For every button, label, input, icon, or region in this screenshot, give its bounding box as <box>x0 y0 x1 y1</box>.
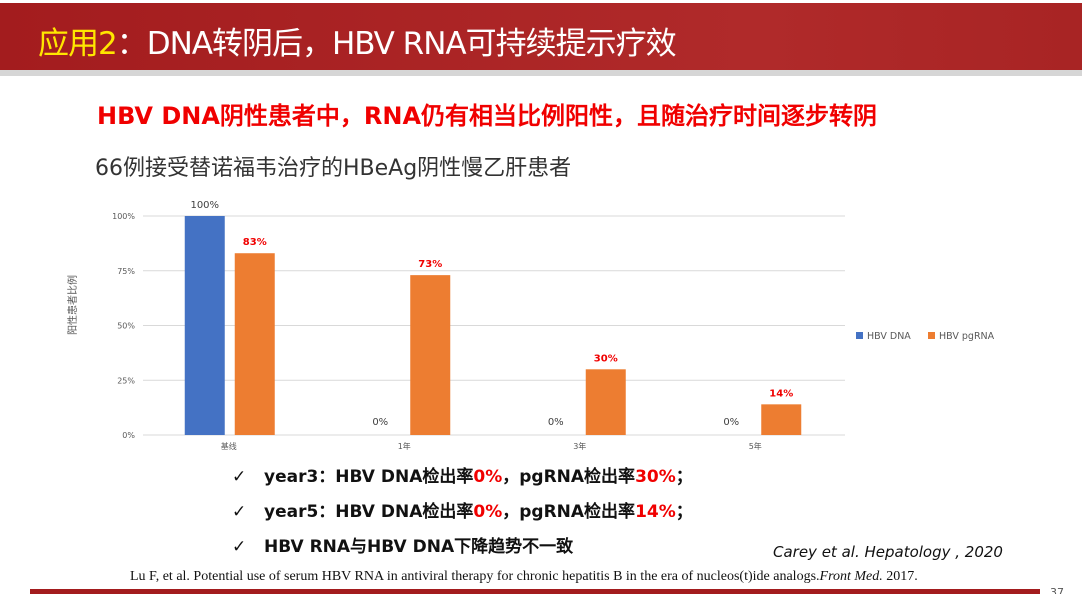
y-tick-label: 0% <box>122 431 135 440</box>
legend-label: HBV pgRNA <box>939 331 995 342</box>
bar-hbv-pgrna <box>410 275 451 435</box>
legend-swatch <box>856 332 863 339</box>
bullet-value: 0% <box>473 502 503 522</box>
y-tick-label: 50% <box>117 322 135 331</box>
subtitle: 66例接受替诺福韦治疗的HBeAg阴性慢乙肝患者 <box>95 156 572 181</box>
bullet-text: ； <box>675 467 693 487</box>
reference: Lu F, et al. Potential use of serum HBV … <box>130 569 918 585</box>
data-label: 30% <box>594 353 618 364</box>
bar-chart: 0% 25% 50% 75% 100% 基线 100% 83% 1年 0% 73% 3年 0% 30% 5年… <box>66 200 995 451</box>
bullet-item: ✓ HBV RNA与HBV DNA下降趋势不一致 <box>232 532 693 567</box>
bar-hbv-pgrna <box>585 369 626 435</box>
bullet-value: 14% <box>635 502 676 522</box>
page-number: 37 <box>1050 586 1064 594</box>
data-label: 73% <box>418 259 442 270</box>
citation: Carey et al. Hepatology , 2020 <box>773 543 1003 561</box>
title-text: ：DNA转阴后，HBV RNA可持续提示疗效 <box>116 26 677 62</box>
data-label: 100% <box>190 200 219 211</box>
bullet-value: 0% <box>473 467 503 487</box>
data-label: 14% <box>769 388 793 399</box>
bullet-text: year3：HBV DNA检出率 <box>264 467 474 487</box>
headline: HBV DNA阴性患者中，RNA仍有相当比例阳性，且随治疗时间逐步转阴 <box>97 102 878 130</box>
bullet-text: ，pgRNA检出率 <box>502 467 636 487</box>
legend-label: HBV DNA <box>867 331 911 342</box>
reference-year: 2017. <box>882 569 918 584</box>
bullet-text: year5：HBV DNA检出率 <box>264 502 474 522</box>
title-prefix: 应用2 <box>38 26 118 62</box>
slide-title: 应用2：DNA转阴后，HBV RNA可持续提示疗效 <box>38 18 677 63</box>
title-bar <box>0 3 1082 70</box>
check-icon: ✓ <box>232 467 247 487</box>
x-tick-label: 5年 <box>749 441 762 451</box>
y-tick-label: 100% <box>112 212 135 221</box>
x-tick-label: 3年 <box>573 441 586 451</box>
data-label: 0% <box>723 417 739 428</box>
bullet-text: ，pgRNA检出率 <box>502 502 636 522</box>
bullet-text: ； <box>675 502 693 522</box>
bar-hbv-pgrna <box>761 404 802 435</box>
x-tick-label: 1年 <box>398 441 411 451</box>
bullet-value: 30% <box>635 467 676 487</box>
data-label: 0% <box>372 417 388 428</box>
y-tick-label: 75% <box>117 267 135 276</box>
y-tick-label: 25% <box>117 376 135 385</box>
footer-line <box>30 589 1040 594</box>
reference-journal: Front Med. <box>819 569 883 584</box>
data-label: 83% <box>243 237 267 248</box>
data-label: 0% <box>548 417 564 428</box>
reference-text: Lu F, et al. Potential use of serum HBV … <box>130 569 820 584</box>
x-tick-label: 基线 <box>221 441 237 451</box>
legend-swatch <box>928 332 935 339</box>
bar-hbv-pgrna <box>234 253 275 435</box>
bar-hbv-dna <box>184 216 225 435</box>
y-axis-label: 阳性患者比例 <box>66 275 79 335</box>
check-icon: ✓ <box>232 537 247 557</box>
bullet-text: HBV RNA与HBV DNA下降趋势不一致 <box>264 537 574 557</box>
check-icon: ✓ <box>232 502 247 522</box>
title-divider <box>0 70 1082 76</box>
bullet-list: ✓ year3：HBV DNA检出率0%，pgRNA检出率30%； ✓ year5：… <box>232 462 693 567</box>
bullet-item: ✓ year3：HBV DNA检出率0%，pgRNA检出率30%； <box>232 462 693 497</box>
bullet-item: ✓ year5：HBV DNA检出率0%，pgRNA检出率14%； <box>232 497 693 532</box>
